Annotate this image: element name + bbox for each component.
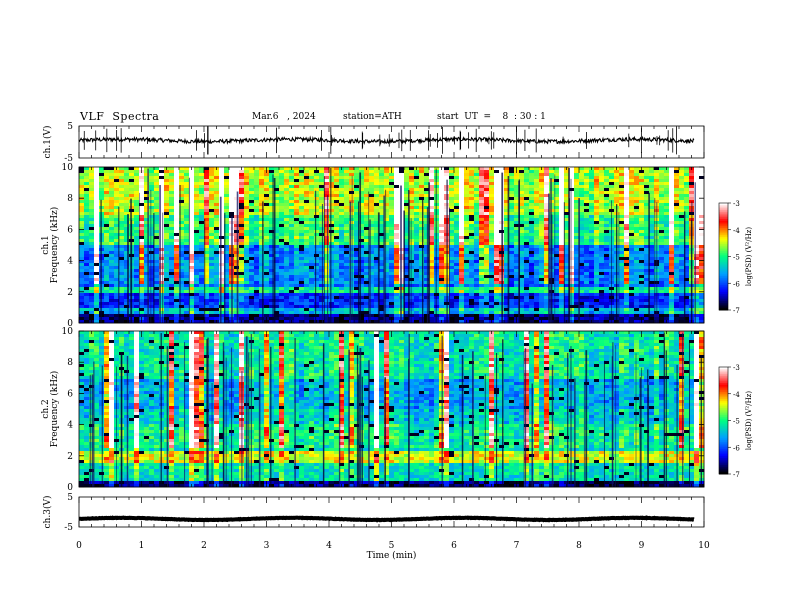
- y-tick-label: 6: [67, 225, 73, 235]
- colorbar-tick-label: -4: [733, 391, 740, 399]
- colorbar-tick-label: -7: [733, 307, 740, 315]
- y-tick-label: -5: [64, 523, 73, 533]
- x-tick-label: 3: [264, 541, 270, 551]
- y-tick-label: 5: [67, 122, 73, 132]
- y-tick-label: 2: [67, 288, 73, 298]
- ch1-spectrogram-colorbar: -3 -4 -5 -6 -7 log(PSD) (V²/Hz): [718, 200, 753, 315]
- colorbar-tick-label: -6: [733, 280, 740, 288]
- colorbar-tick-label: -4: [733, 227, 740, 235]
- y-tick-label: 10: [62, 163, 74, 173]
- x-tick-label: 4: [326, 541, 332, 551]
- y-tick-label: 4: [67, 257, 73, 267]
- ch1-waveform-panel: 5 -5 ch.1(V): [42, 122, 705, 164]
- ch2-spectrogram-panel: 0 2 4 6 8 10 ch.2 Frequency (kHz): [41, 327, 705, 493]
- ch2-spectrogram-heatmap: [79, 331, 705, 488]
- y-tick-label: 8: [67, 194, 73, 204]
- x-tick-label: 0: [76, 541, 82, 551]
- ch3-waveform-panel: 5 -5 ch.3(V): [42, 493, 705, 533]
- y-tick-label: 5: [67, 493, 73, 503]
- x-tick-label: 5: [389, 541, 395, 551]
- station-label: station=ATH: [343, 112, 402, 122]
- date-label: Mar.6 , 2024: [252, 112, 316, 122]
- x-tick-label: 10: [698, 541, 710, 551]
- ch1-spectrogram-panel: 0 2 4 6 8 10 ch.1 Frequency (kHz): [41, 163, 705, 329]
- start-time-label: start UT = 8 : 30 : 1: [437, 112, 546, 122]
- colorbar-tick-label: -3: [733, 200, 740, 208]
- y-tick-label: -5: [64, 154, 73, 164]
- y-axis-label: ch.1: [41, 235, 51, 254]
- colorbar-tick-label: -3: [733, 364, 740, 372]
- ch2-spectrogram-colorbar: -3 -4 -5 -6 -7 log(PSD) (V²/Hz): [718, 364, 753, 479]
- ch1-spectrogram-heatmap: [79, 167, 705, 324]
- y-tick-label: 0: [67, 483, 73, 493]
- x-tick-label: 8: [576, 541, 582, 551]
- colorbar-tick-label: -5: [733, 418, 740, 426]
- chart-title: VLF Spectra: [80, 110, 160, 123]
- colorbar-tick-label: -7: [733, 471, 740, 479]
- x-tick-label: 7: [514, 541, 520, 551]
- y-axis-label: Frequency (kHz): [49, 371, 60, 448]
- y-axis-label: ch.1(V): [42, 126, 53, 159]
- x-tick-label: 1: [139, 541, 145, 551]
- ch3-waveform-trace: [79, 515, 695, 523]
- colorbar-tick-label: -6: [733, 444, 740, 452]
- y-tick-label: 6: [67, 389, 73, 399]
- x-axis-label: Time (min): [367, 550, 417, 561]
- colorbar-tick-label: -5: [733, 254, 740, 262]
- x-tick-label: 9: [639, 541, 645, 551]
- y-axis-label: ch.2: [41, 399, 51, 418]
- y-axis-label: ch.3(V): [42, 496, 53, 529]
- x-tick-label: 6: [451, 541, 457, 551]
- colorbar-label: log(PSD) (V²/Hz): [745, 391, 753, 450]
- y-tick-label: 4: [67, 421, 73, 431]
- ch1-waveform-trace: [78, 135, 695, 146]
- colorbar-label: log(PSD) (V²/Hz): [745, 227, 753, 286]
- y-tick-label: 8: [67, 358, 73, 368]
- y-tick-label: 10: [62, 327, 74, 337]
- x-axis: 0 1 2 3 4 5 6 7 8 9 10 Time (min): [76, 541, 710, 561]
- y-tick-label: 2: [67, 452, 73, 462]
- x-tick-label: 2: [201, 541, 207, 551]
- y-tick-label: 0: [67, 319, 73, 329]
- y-axis-label: Frequency (kHz): [49, 207, 60, 284]
